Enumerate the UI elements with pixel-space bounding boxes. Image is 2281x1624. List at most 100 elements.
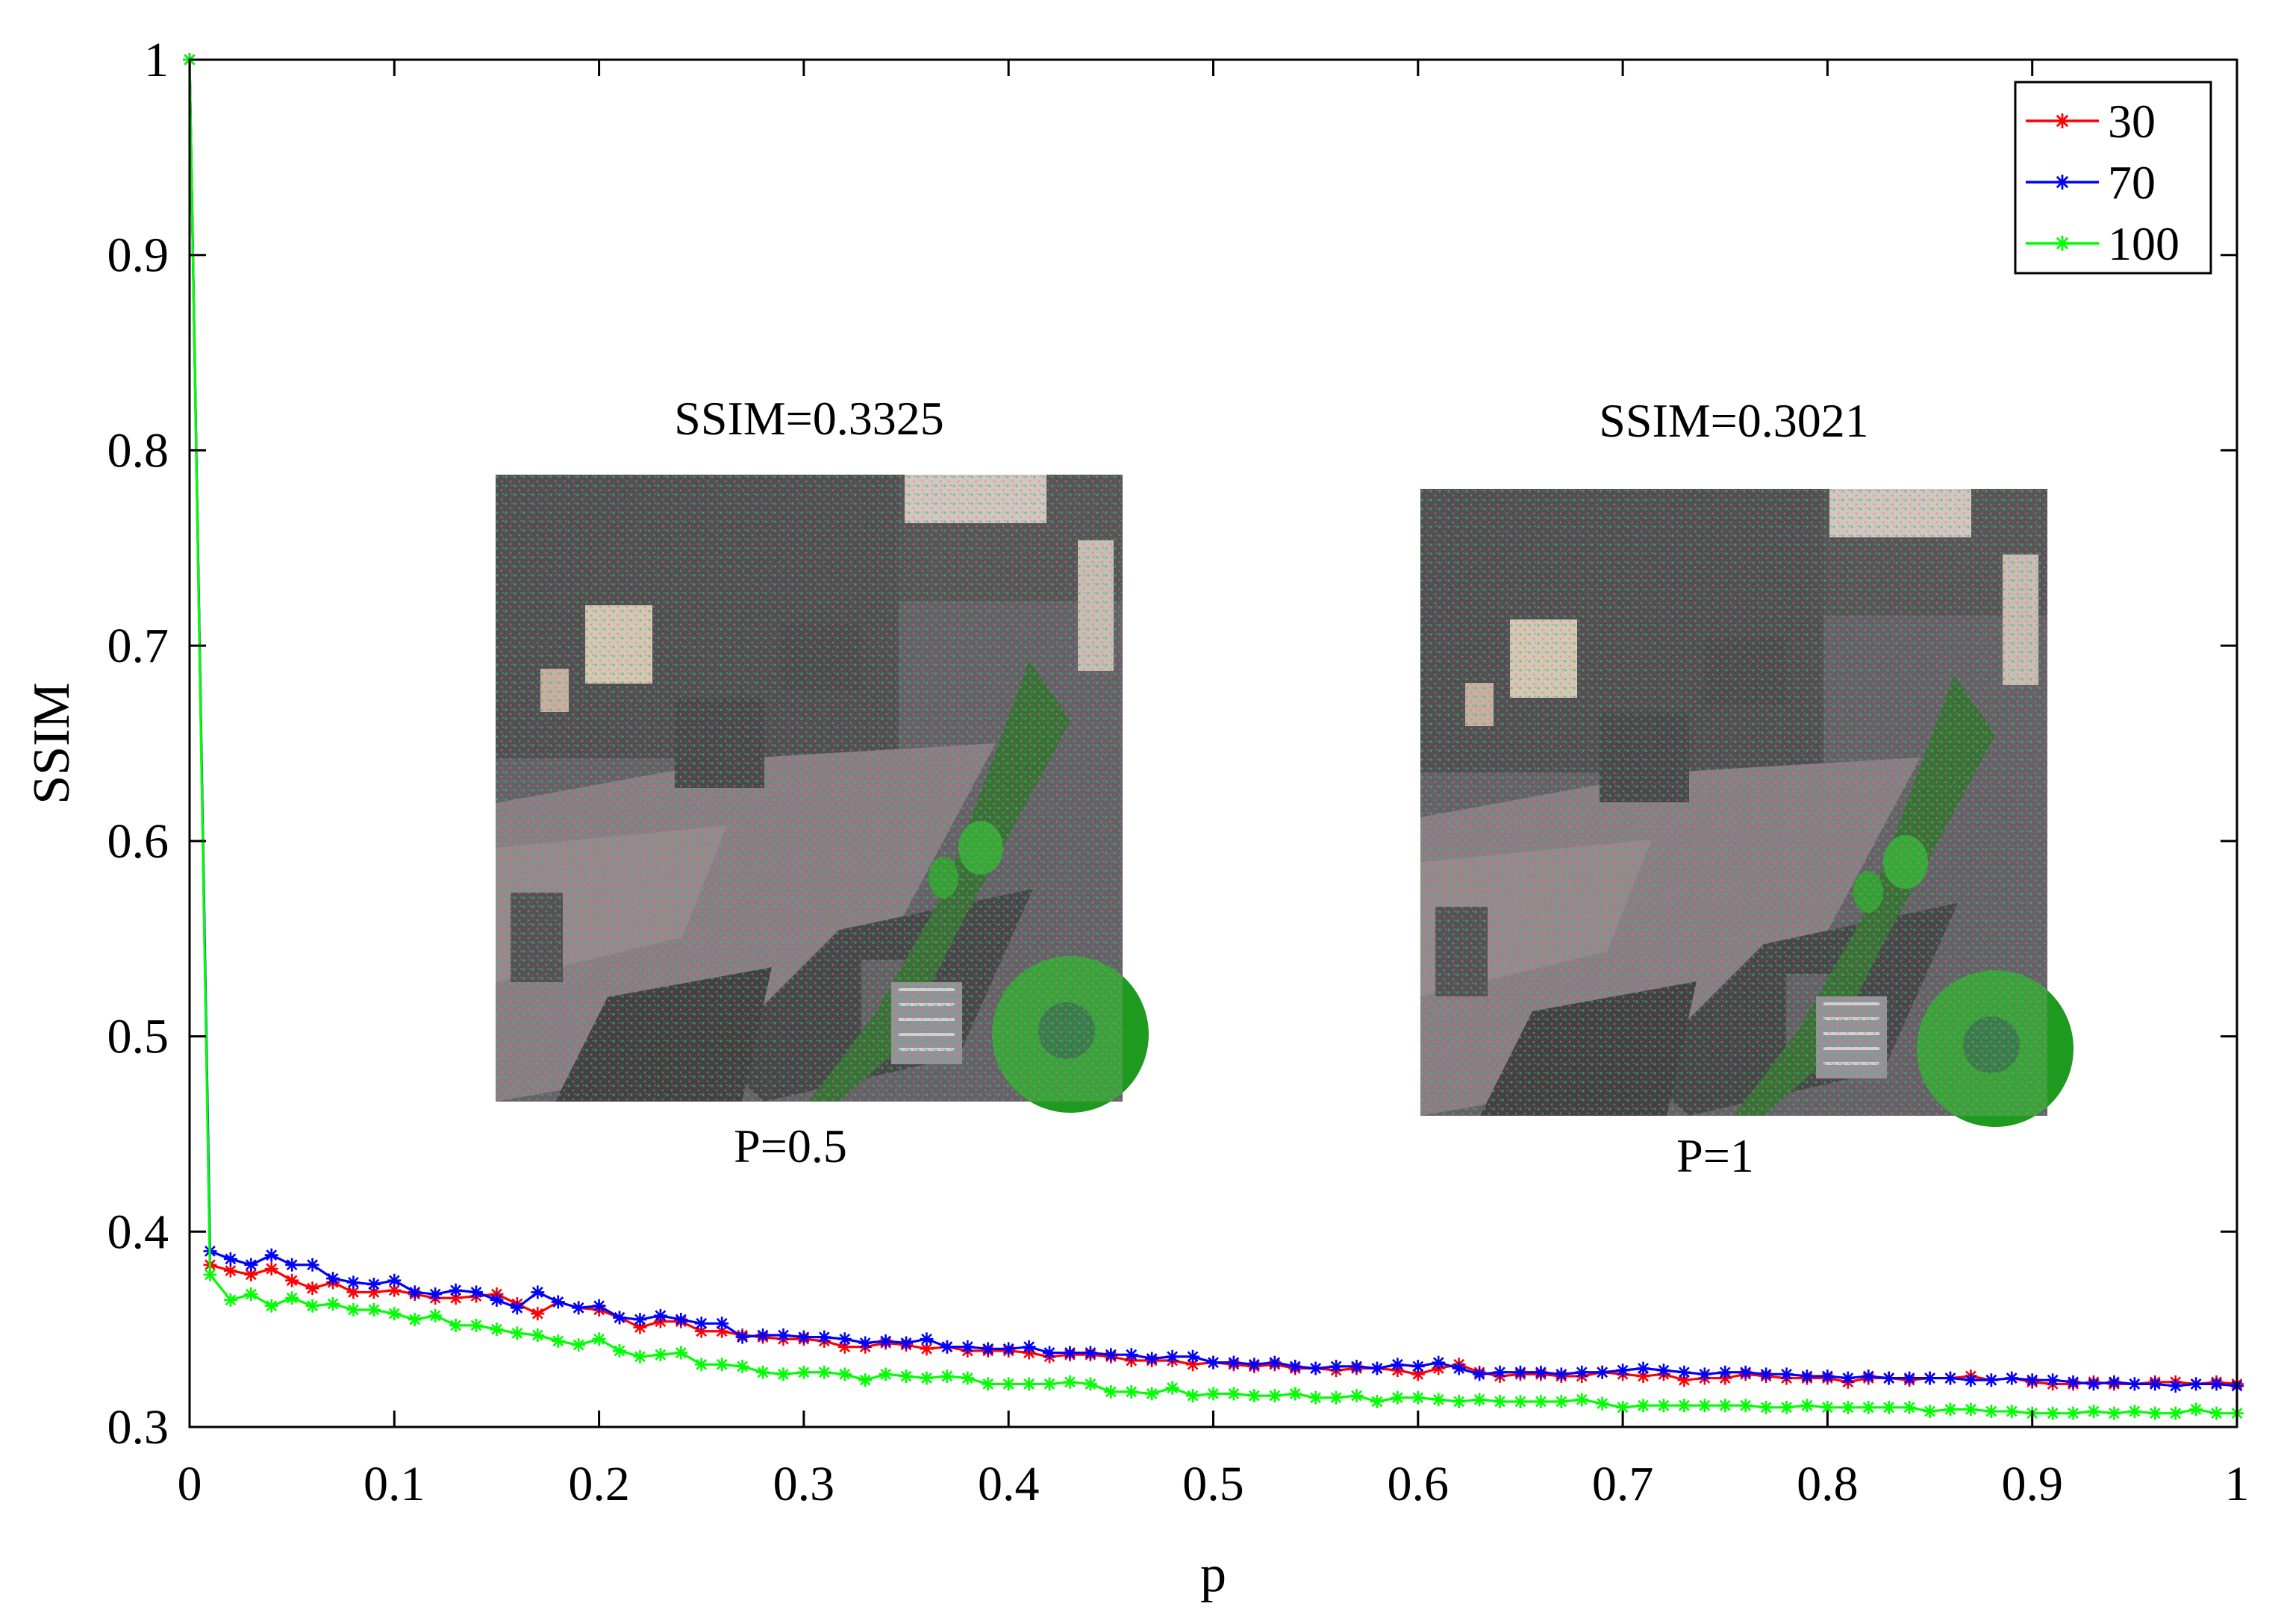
series-70-point [837,1332,852,1346]
series-70-point [1267,1355,1282,1370]
series-100-point [2127,1405,2141,1419]
series-100-point [653,1348,667,1362]
series-100-point [1513,1394,1527,1408]
series-100-point [1124,1384,1138,1399]
series-100 [183,53,2244,1420]
series-100-point [940,1369,954,1383]
series-100-point [1616,1400,1630,1414]
series-70-point [1800,1369,1814,1383]
series-70-point [1349,1359,1364,1373]
series-70-point [1636,1361,1650,1375]
series-70-point [1595,1365,1609,1379]
series-70-point [510,1301,524,1315]
series-100-point [1370,1394,1384,1408]
series-70-point [735,1330,749,1344]
series-70-point [1903,1371,1917,1385]
series-70-point [1554,1367,1568,1381]
series-70-point [633,1313,647,1327]
inset-image-p05 [496,475,1149,1113]
series-100-point [1943,1402,1957,1417]
series-100-point [428,1308,443,1322]
y-tick-label: 0.3 [107,1400,169,1455]
series-100-point [1411,1390,1425,1405]
series-70-point [1779,1367,1794,1381]
series-100-point [1595,1396,1609,1411]
series-100-point [1882,1400,1896,1414]
series-70-point [715,1317,729,1331]
series-70-point [592,1299,606,1313]
y-tick-label: 0.5 [107,1010,169,1064]
series-100-point [1841,1400,1855,1414]
series-100-point [1002,1377,1016,1391]
series-70-point [1083,1346,1097,1360]
series-100-point [2005,1405,2019,1419]
series-70-point [858,1336,873,1350]
series-70-point [2127,1377,2141,1391]
legend: 30 70 100 [2014,81,2212,275]
series-70-point [1575,1365,1589,1379]
series-70-point [796,1330,811,1344]
series-70-point [653,1308,667,1322]
series-70-point [1718,1365,1732,1379]
series-30-point [264,1262,278,1276]
series-70-point [1473,1367,1487,1381]
series-30-point [715,1324,729,1338]
series-100-point [1862,1400,1876,1414]
series-70-point [2107,1375,2121,1389]
series-70-point [961,1340,975,1354]
series-70-point [1391,1358,1405,1372]
series-30-point [1677,1373,1691,1387]
series-70-point [2168,1379,2182,1393]
series-70-point [1862,1369,1876,1383]
series-100-point [1759,1400,1773,1414]
series-70-point [2148,1377,2162,1391]
y-axis-title: SSIM [23,682,81,804]
series-100-point [1964,1402,1978,1417]
series-100-point [1800,1399,1814,1413]
series-100-point [2066,1406,2080,1420]
series-layer [183,53,2244,1420]
series-70-point [756,1328,770,1342]
series-100-point [1738,1399,1753,1413]
legend-label: 30 [2108,95,2156,148]
x-tick-label: 0.9 [2001,1457,2063,1511]
series-100-point [1104,1384,1118,1399]
series-100-point [572,1338,586,1352]
series-70-point [223,1252,237,1266]
series-100-point [1923,1405,1937,1419]
series-70-point [1308,1361,1323,1375]
series-30-point [244,1267,258,1281]
y-tick-label: 0.9 [107,228,169,283]
series-30-point [285,1273,299,1287]
series-100-point [796,1365,811,1379]
inset-images: SSIM=0.3325 P=0.5 SSIM=0.3021 P=1 [496,392,2074,1182]
series-100-point [1452,1394,1466,1408]
series-100-point [1534,1394,1548,1408]
series-100-point [1391,1390,1405,1405]
series-70-point [366,1277,381,1291]
series-70-point [572,1301,586,1315]
series-100-point [1063,1375,1077,1389]
series-100-point [1984,1405,1998,1419]
series-70-point [2046,1373,2060,1387]
series-100-point [1820,1400,1835,1414]
series-100-point [756,1365,770,1379]
series-30-point [694,1324,708,1338]
series-70-point [899,1336,914,1350]
series-100-point [2209,1406,2224,1420]
series-70-point [1882,1371,1896,1385]
inset-caption-ssim-03325: SSIM=0.3325 [674,392,944,445]
inset-caption-p05: P=0.5 [734,1119,847,1172]
series-30-point [346,1285,361,1299]
series-100-point [1206,1387,1220,1401]
aerial-image-p05 [496,475,1149,1113]
series-70-point [490,1293,504,1307]
series-100-point [510,1326,524,1340]
series-70-point [2005,1371,2019,1385]
series-70-point [1104,1348,1118,1362]
series-70-point [1964,1373,1978,1387]
series-70-point [1738,1365,1753,1379]
series-100-point [531,1328,545,1342]
series-30-point [387,1283,402,1297]
series-70-point [1656,1364,1670,1378]
